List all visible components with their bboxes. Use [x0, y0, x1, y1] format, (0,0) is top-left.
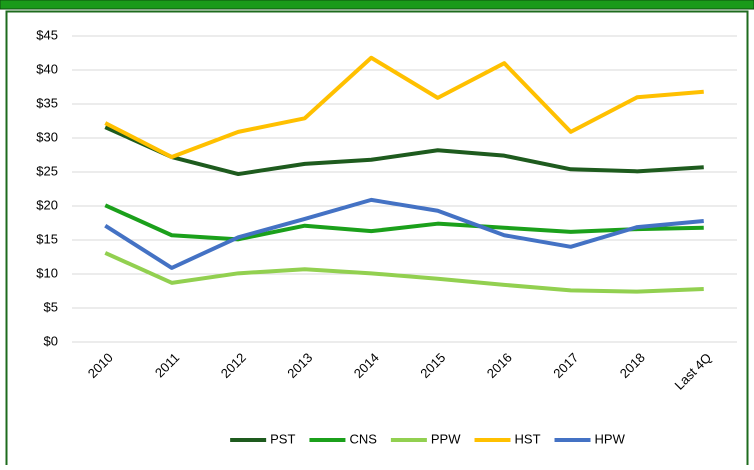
chart-frame	[5, 10, 749, 468]
top-bar	[0, 0, 754, 10]
y-tick-label: $5	[44, 299, 58, 314]
y-tick-label: $35	[36, 95, 58, 110]
legend-label: PPW	[431, 431, 461, 446]
y-tick-label: $30	[36, 129, 58, 144]
series-line	[104, 203, 704, 242]
y-tick-label: $10	[36, 265, 58, 280]
legend-label: PST	[270, 431, 295, 446]
y-tick-label: $15	[36, 231, 58, 246]
series-line	[104, 55, 704, 160]
y-tick-label: $40	[36, 61, 58, 76]
y-tick-label: $25	[36, 163, 58, 178]
legend-label: HST	[515, 431, 541, 446]
legend-label: HPW	[595, 431, 626, 446]
legend-label: CNS	[349, 431, 377, 446]
series-line	[104, 125, 704, 177]
series-line	[104, 197, 704, 270]
y-tick-label: $45	[36, 27, 58, 42]
y-tick-label: $0	[44, 333, 58, 348]
series-line	[104, 251, 704, 294]
y-tick-label: $20	[36, 197, 58, 212]
